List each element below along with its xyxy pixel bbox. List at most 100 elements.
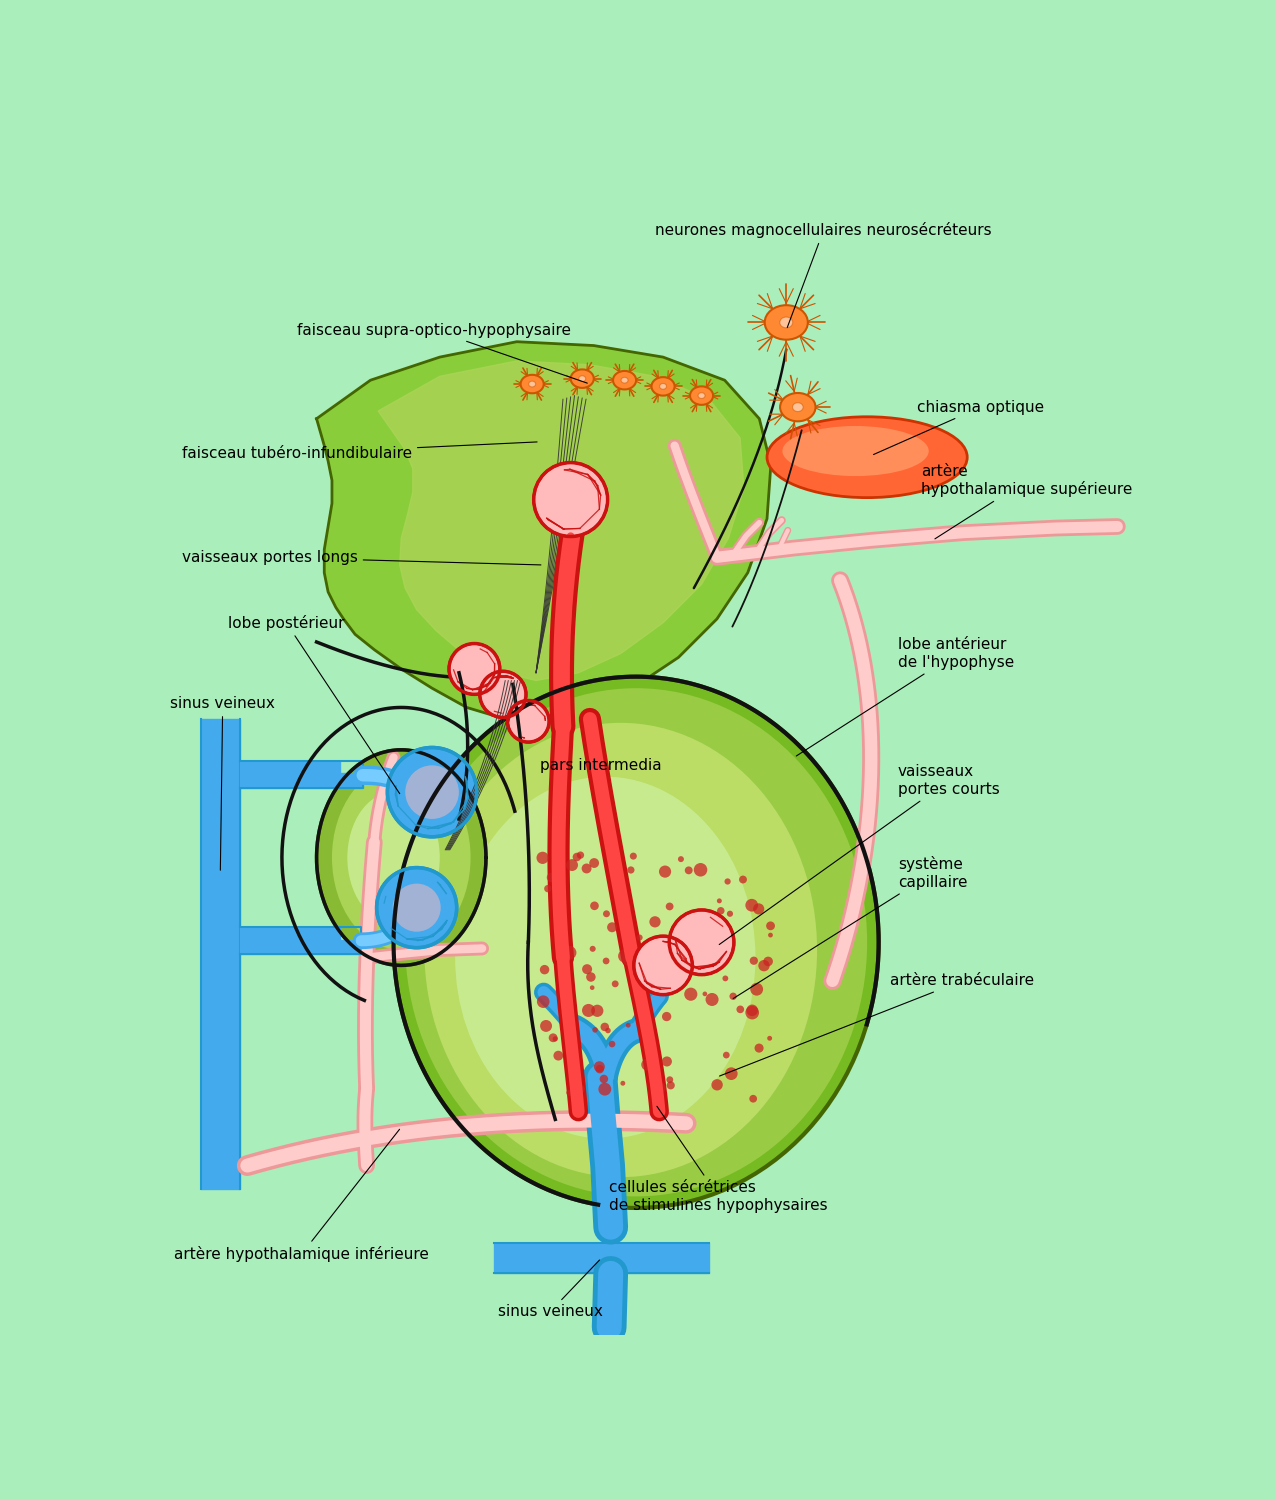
Ellipse shape xyxy=(579,376,585,381)
Ellipse shape xyxy=(613,370,636,390)
Circle shape xyxy=(537,996,550,1008)
Circle shape xyxy=(594,1060,604,1072)
Ellipse shape xyxy=(780,316,793,328)
Circle shape xyxy=(662,1013,672,1022)
Text: chiasma optique: chiasma optique xyxy=(873,399,1044,454)
Text: lobe postérieur: lobe postérieur xyxy=(228,615,400,794)
Text: pars intermedia: pars intermedia xyxy=(539,758,662,772)
Circle shape xyxy=(750,1095,757,1102)
Circle shape xyxy=(737,1005,745,1013)
Circle shape xyxy=(607,922,617,932)
Circle shape xyxy=(593,1028,598,1032)
Circle shape xyxy=(589,946,595,952)
Circle shape xyxy=(740,876,747,884)
Circle shape xyxy=(590,902,599,910)
Circle shape xyxy=(660,942,672,952)
Circle shape xyxy=(685,867,692,874)
Circle shape xyxy=(750,957,757,964)
Circle shape xyxy=(541,1020,552,1032)
Circle shape xyxy=(664,956,668,960)
Circle shape xyxy=(717,908,724,915)
Circle shape xyxy=(746,1005,759,1020)
Ellipse shape xyxy=(405,688,867,1197)
Circle shape xyxy=(694,862,708,876)
Circle shape xyxy=(608,1041,616,1047)
Circle shape xyxy=(589,858,599,868)
Circle shape xyxy=(603,910,609,916)
Ellipse shape xyxy=(332,765,470,950)
Circle shape xyxy=(601,1023,609,1031)
Text: artère hypothalamique inférieure: artère hypothalamique inférieure xyxy=(175,1130,428,1262)
Ellipse shape xyxy=(455,777,756,1138)
Text: artère trabéculaire: artère trabéculaire xyxy=(719,974,1034,1076)
Circle shape xyxy=(566,1089,572,1096)
Circle shape xyxy=(717,898,722,903)
Circle shape xyxy=(557,939,567,950)
Circle shape xyxy=(768,933,773,938)
Circle shape xyxy=(641,1059,653,1071)
Ellipse shape xyxy=(425,723,817,1178)
Circle shape xyxy=(547,873,556,882)
Ellipse shape xyxy=(347,792,440,922)
Circle shape xyxy=(754,903,764,915)
Circle shape xyxy=(750,982,764,996)
Circle shape xyxy=(725,1068,738,1080)
Circle shape xyxy=(599,1074,608,1083)
Text: artère
hypothalamique supérieure: artère hypothalamique supérieure xyxy=(921,464,1132,538)
Ellipse shape xyxy=(793,402,803,411)
Text: faisceau supra-optico-hypophysaire: faisceau supra-optico-hypophysaire xyxy=(297,322,588,382)
Circle shape xyxy=(405,765,459,819)
Polygon shape xyxy=(240,927,361,954)
Circle shape xyxy=(618,950,631,963)
Circle shape xyxy=(539,964,550,975)
Circle shape xyxy=(566,859,578,871)
Circle shape xyxy=(654,1083,666,1094)
Circle shape xyxy=(667,1082,674,1089)
Circle shape xyxy=(666,903,673,910)
Ellipse shape xyxy=(571,369,594,388)
Circle shape xyxy=(592,1005,603,1017)
Polygon shape xyxy=(240,762,363,789)
Ellipse shape xyxy=(699,393,705,399)
Circle shape xyxy=(576,852,584,859)
Circle shape xyxy=(627,867,635,873)
Circle shape xyxy=(572,852,581,861)
Circle shape xyxy=(768,1036,773,1041)
Circle shape xyxy=(623,903,631,910)
Circle shape xyxy=(479,672,527,717)
Circle shape xyxy=(583,964,592,974)
Circle shape xyxy=(711,1078,723,1090)
Circle shape xyxy=(581,864,592,873)
Circle shape xyxy=(703,992,708,996)
Circle shape xyxy=(673,926,678,932)
Circle shape xyxy=(590,986,594,990)
Circle shape xyxy=(548,1034,557,1042)
Circle shape xyxy=(669,910,734,975)
Circle shape xyxy=(705,993,719,1006)
Circle shape xyxy=(685,987,697,1000)
Circle shape xyxy=(507,700,550,742)
Text: faisceau tubéro-infundibulaire: faisceau tubéro-infundibulaire xyxy=(182,442,537,460)
Ellipse shape xyxy=(690,387,713,405)
Circle shape xyxy=(678,856,683,862)
Circle shape xyxy=(630,852,636,859)
Ellipse shape xyxy=(659,384,667,388)
Circle shape xyxy=(564,946,576,960)
Circle shape xyxy=(755,1044,764,1053)
Polygon shape xyxy=(493,1242,709,1274)
Text: vaisseaux
portes courts: vaisseaux portes courts xyxy=(719,765,1000,945)
Circle shape xyxy=(640,1020,653,1034)
Circle shape xyxy=(552,1036,558,1041)
Ellipse shape xyxy=(783,426,928,476)
Polygon shape xyxy=(316,342,771,723)
Text: système
capillaire: système capillaire xyxy=(733,856,968,999)
Circle shape xyxy=(724,879,731,885)
Circle shape xyxy=(662,1056,672,1066)
Circle shape xyxy=(746,898,759,912)
Circle shape xyxy=(667,1077,673,1083)
Circle shape xyxy=(723,1052,729,1059)
Circle shape xyxy=(449,644,500,694)
Circle shape xyxy=(606,1028,611,1033)
Circle shape xyxy=(595,1065,604,1074)
Circle shape xyxy=(612,981,618,987)
